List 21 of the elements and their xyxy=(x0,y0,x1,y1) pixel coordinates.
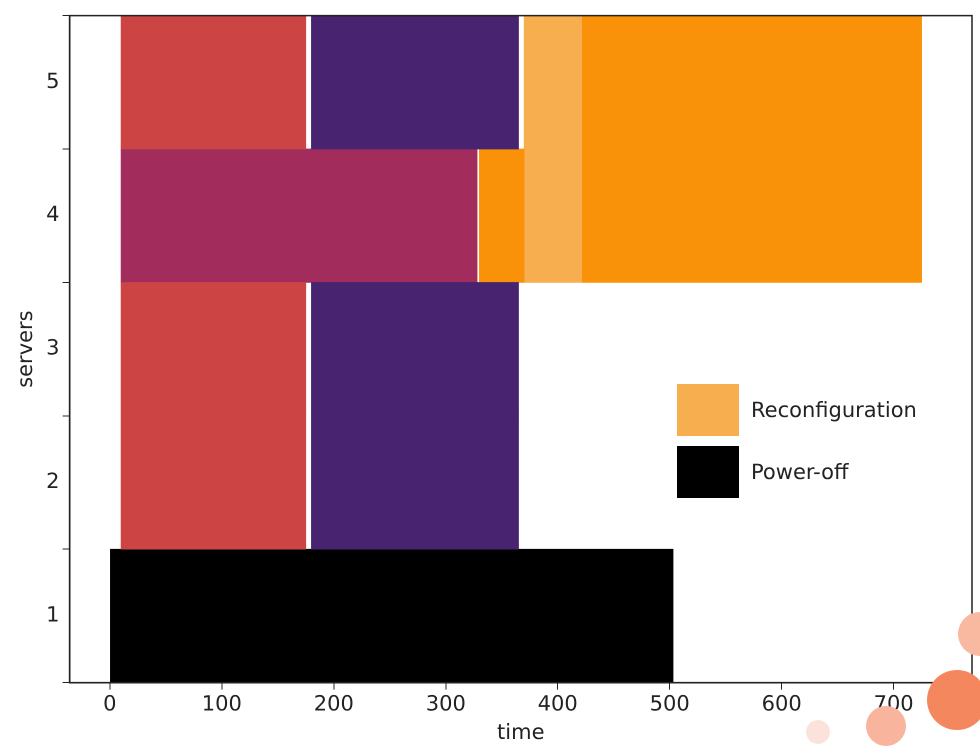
x-tick-label: 600 xyxy=(762,692,802,716)
x-tick-label: 200 xyxy=(314,692,354,716)
bar xyxy=(120,16,306,150)
y-tick-label: 5 xyxy=(46,68,60,93)
x-tick-label: 400 xyxy=(538,692,578,716)
bar xyxy=(110,548,674,683)
y-tick-label: 2 xyxy=(46,468,60,493)
x-tick-label: 100 xyxy=(202,692,242,716)
y-tick-label: 1 xyxy=(46,602,60,626)
y-axis-title: servers xyxy=(13,310,38,388)
text: Power-off xyxy=(751,460,848,484)
bar xyxy=(311,16,519,150)
text: Reconfiguration xyxy=(751,398,917,422)
bar xyxy=(479,148,524,283)
y-tick-label: 3 xyxy=(46,336,60,360)
x-tick-label: 300 xyxy=(426,692,466,716)
bar xyxy=(120,148,478,283)
y-tick-label: 4 xyxy=(46,202,60,226)
x-tick-label: 500 xyxy=(650,692,690,716)
x-tick-label: 0 xyxy=(103,692,117,716)
x-axis-title: time xyxy=(497,720,545,744)
